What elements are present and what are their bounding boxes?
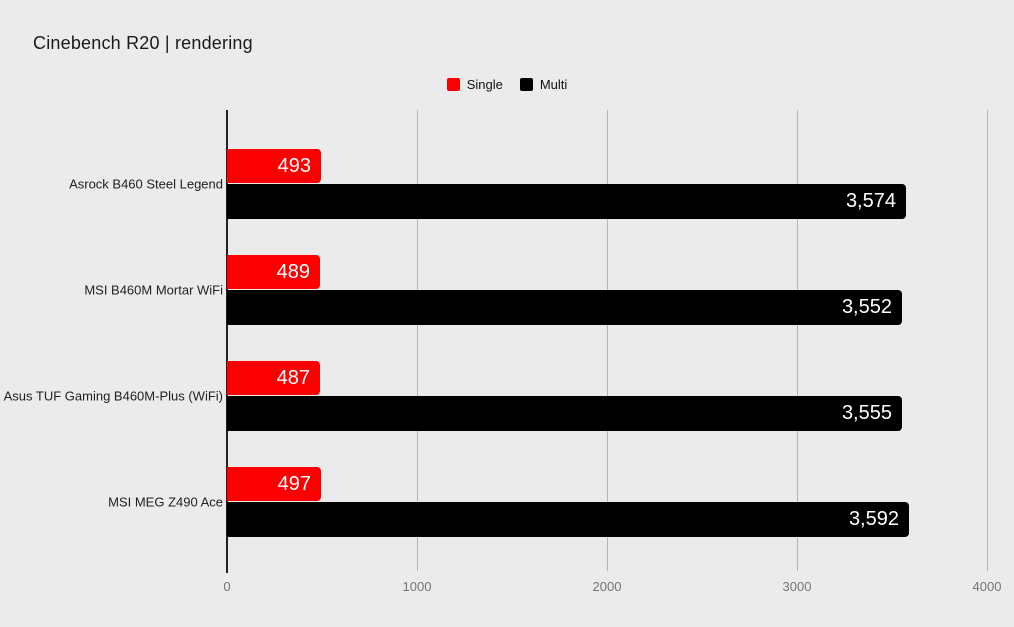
legend-swatch-multi xyxy=(519,78,533,91)
bar-single: 487 xyxy=(227,361,320,395)
axis-tick-label: 2000 xyxy=(592,579,622,594)
category-label: MSI MEG Z490 Ace xyxy=(108,494,223,510)
category-label: Asus TUF Gaming B460M-Plus (WiFi) xyxy=(3,388,223,404)
bar-value-label: 3,574 xyxy=(845,190,896,212)
axis-tick-label: 3000 xyxy=(782,579,812,594)
legend-item-multi: Multi xyxy=(519,77,568,92)
bar-value-label: 3,592 xyxy=(848,508,899,530)
axis-tick-label: 0 xyxy=(223,579,231,594)
legend-label: Multi xyxy=(539,77,568,92)
bar-value-label: 497 xyxy=(277,472,311,495)
axis-tick-label: 4000 xyxy=(972,579,1002,594)
gridline xyxy=(416,110,418,571)
y-axis-line xyxy=(226,110,228,573)
bar-multi: 3,552 xyxy=(227,290,902,325)
bar-value-label: 493 xyxy=(277,154,311,177)
axis-tick-label: 1000 xyxy=(402,579,432,594)
gridline xyxy=(606,110,608,571)
bar-multi: 3,592 xyxy=(227,502,909,537)
category-label: MSI B460M Mortar WiFi xyxy=(84,282,223,298)
legend-item-single: Single xyxy=(446,77,503,92)
gridline xyxy=(986,110,988,571)
chart-title: Cinebench R20 | rendering xyxy=(33,33,253,53)
bar-multi: 3,574 xyxy=(227,184,906,219)
category-label: Asrock B460 Steel Legend xyxy=(69,176,223,192)
legend-label: Single xyxy=(466,77,503,92)
bar-value-label: 489 xyxy=(276,260,310,283)
bar-value-label: 3,552 xyxy=(841,296,892,318)
bar-value-label: 487 xyxy=(276,366,310,389)
legend: Single Multi xyxy=(0,77,1014,92)
legend-swatch-single xyxy=(446,78,460,91)
bar-single: 497 xyxy=(227,467,321,501)
bar-single: 493 xyxy=(227,149,321,183)
bar-multi: 3,555 xyxy=(227,396,902,431)
bar-value-label: 3,555 xyxy=(841,402,892,424)
gridline xyxy=(796,110,798,571)
bar-single: 489 xyxy=(227,255,320,289)
